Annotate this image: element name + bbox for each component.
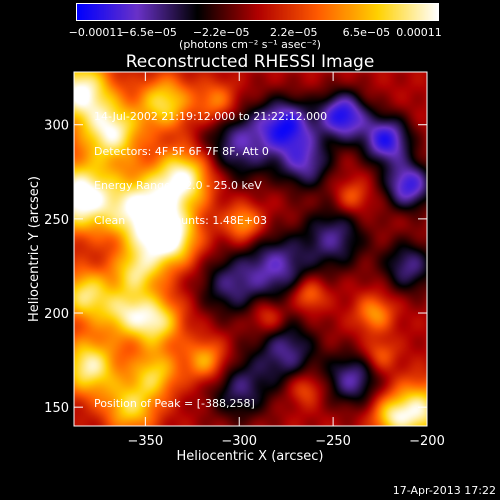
annotation-counts: Clean Total counts: 1.48E+03 [94,213,268,227]
x-axis-ticks: −350 −300 −250 −200 [127,72,445,449]
plot-frame [73,71,428,427]
y-tick-label: 200 [44,307,69,322]
colorbar-tick-label: 6.5e−05 [342,26,391,39]
y-tick-label: 250 [44,213,69,228]
x-tick-label: −200 [409,434,445,449]
footer-date: 17-Apr-2013 17:22 [392,484,496,497]
colorbar-tick-label: 2.2e−05 [270,26,318,39]
x-axis-label: Heliocentric X (arcsec) [177,449,324,464]
colorbar-tick-label: −6.5e−05 [120,26,177,39]
colorbar-tick-label: 0.00011 [396,26,442,39]
peak-position-label: Position of Peak = [-388,258] [94,397,255,410]
colorbar-tick-label: −2.2e−05 [192,26,250,39]
y-axis-label: Heliocentric Y (arcsec) [27,176,42,322]
annotation-detectors: Detectors: 4F 5F 6F 7F 8F, Att 0 [94,144,269,158]
annotation-time: 14-Jul-2002 21:19:12.000 to 21:22:12.000 [94,110,328,123]
y-tick-label: 300 [44,119,69,134]
observation-annotation: 14-Jul-2002 21:19:12.000 to 21:22:12.000… [94,88,327,238]
colorbar-units: (photons cm⁻² s⁻¹ asec⁻²) [179,38,321,51]
y-axis-ticks: 150 200 250 300 [44,119,427,416]
annotation-energy: Energy Range: 12.0 - 25.0 keV [94,179,262,192]
x-tick-label: −350 [127,434,163,449]
colorbar-tick-label: −0.00011 [68,26,124,39]
heatmap-image [74,72,427,426]
x-tick-label: −300 [221,434,257,449]
x-tick-label: −250 [315,434,351,449]
chart-title: Reconstructed RHESSI Image [125,52,375,72]
colorbar [76,3,439,21]
y-tick-label: 150 [44,401,69,416]
